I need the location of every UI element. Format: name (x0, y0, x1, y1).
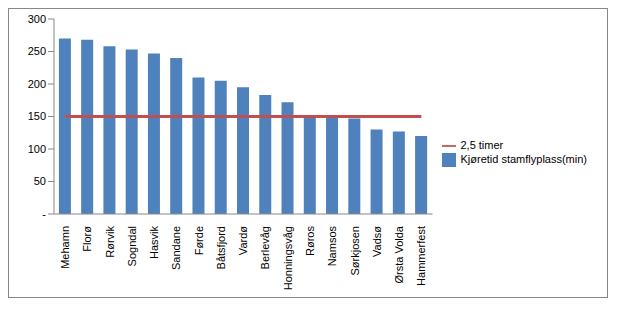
svg-text:Sogndal: Sogndal (126, 226, 138, 266)
svg-text:150: 150 (28, 110, 46, 122)
svg-text:100: 100 (28, 143, 46, 155)
svg-text:Honningsvåg: Honningsvåg (282, 226, 294, 290)
html-text:Kjøretid stamflyplass(min): Kjøretid stamflyplass(min) (460, 153, 587, 165)
svg-text:Rørvik: Rørvik (104, 226, 116, 258)
svg-text:Ørsta Volda: Ørsta Volda (393, 225, 405, 283)
svg-text:Røros: Røros (304, 226, 316, 256)
svg-text:250: 250 (28, 45, 46, 57)
svg-text:50: 50 (34, 175, 46, 187)
svg-text:Namsos: Namsos (326, 226, 338, 267)
html-text:2,5 timer: 2,5 timer (460, 138, 504, 151)
svg-text:Florø: Florø (81, 226, 93, 252)
svg-text:Vadsø: Vadsø (371, 226, 383, 257)
svg-text:Hasvik: Hasvik (148, 226, 160, 260)
svg-text:Førde: Førde (193, 226, 205, 255)
svg-text:Berlevåg: Berlevåg (259, 226, 271, 269)
svg-text:Sørkjosen: Sørkjosen (349, 226, 361, 276)
svg-text:300: 300 (28, 13, 46, 25)
svg-text:Båtsfjord: Båtsfjord (215, 226, 227, 269)
svg-text:Sandane: Sandane (170, 226, 182, 270)
svg-text:Hammerfest: Hammerfest (415, 226, 427, 286)
svg-text:Vardø: Vardø (237, 226, 249, 255)
svg-text:Mehamn: Mehamn (59, 226, 71, 269)
svg-text:200: 200 (28, 78, 46, 90)
svg-text:-: - (42, 208, 46, 220)
